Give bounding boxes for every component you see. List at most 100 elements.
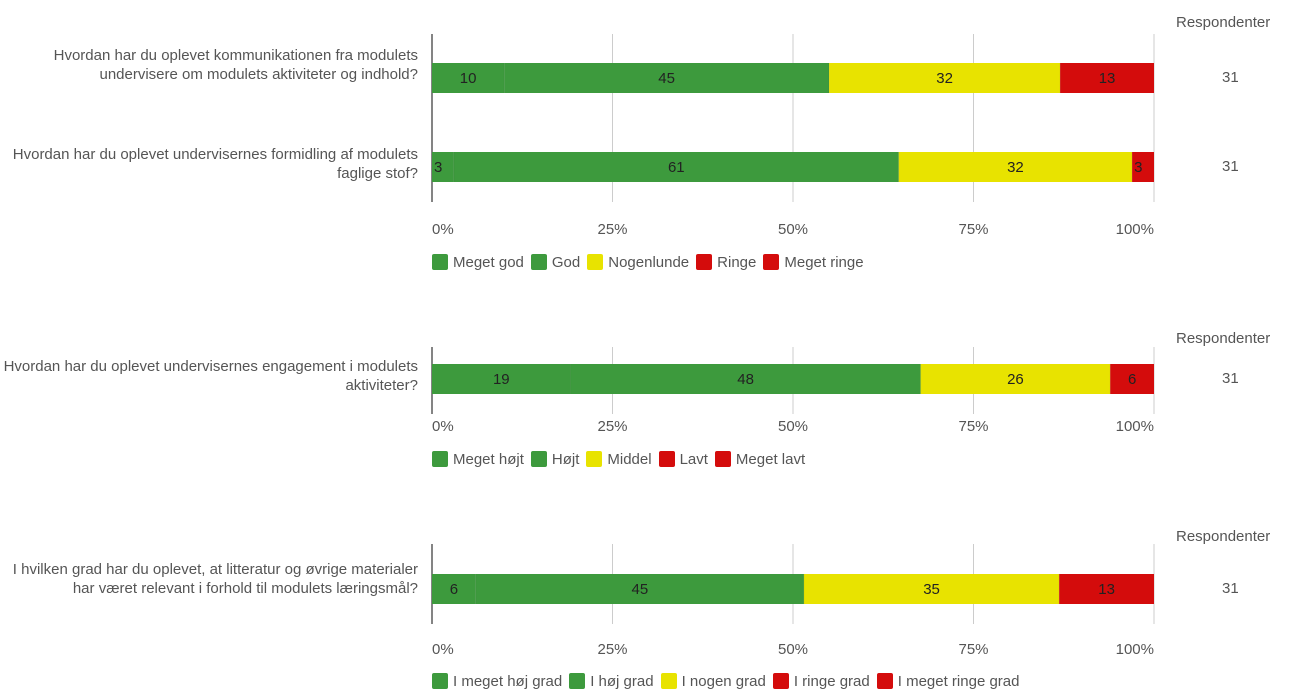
legend-label: I meget høj grad: [453, 672, 563, 690]
data-label: 13: [1099, 70, 1116, 87]
legend-label: Ringe: [717, 253, 757, 271]
legend-swatch: [432, 451, 448, 467]
legend-item[interactable]: Ringe: [696, 254, 756, 271]
legend-item[interactable]: Meget lavt: [714, 450, 806, 468]
respondent-count: 31: [1222, 158, 1239, 175]
respondents-header: Respondenter: [1176, 14, 1271, 31]
legend-item[interactable]: I ringe grad: [772, 672, 870, 690]
legend-item[interactable]: Meget ringe: [763, 253, 864, 271]
legend-swatch: [658, 451, 675, 467]
legend-label: I høj grad: [590, 672, 654, 690]
x-tick-label: 50%: [778, 418, 808, 435]
legend-label: God: [551, 253, 581, 271]
x-tick-label: 0%: [432, 221, 454, 238]
legend-item[interactable]: I nogen grad: [660, 672, 766, 690]
bar-segment: [1059, 574, 1154, 604]
data-label: 26: [1007, 371, 1024, 388]
legend-item[interactable]: Lavt: [658, 450, 708, 468]
x-tick-label: 75%: [958, 418, 988, 435]
bar-segment: [432, 574, 476, 604]
data-label: 19: [493, 371, 510, 388]
legend: Meget højt Højt Middel Lavt Meget lavt: [432, 449, 812, 469]
legend-swatch: [586, 451, 603, 467]
legend: Meget god God Nogenlunde Ringe Meget ringe: [432, 252, 871, 272]
legend-item[interactable]: Middel: [586, 450, 652, 468]
data-label: 3: [1134, 159, 1142, 176]
bar-segment: [432, 63, 505, 93]
legend-swatch: [432, 254, 448, 270]
legend-label: Lavt: [679, 450, 708, 468]
legend-item[interactable]: I høj grad: [569, 672, 654, 690]
legend-label: I nogen grad: [681, 672, 766, 690]
respondent-count: 31: [1222, 370, 1239, 387]
data-label: 45: [658, 70, 675, 87]
data-label: 32: [1007, 159, 1024, 176]
legend-swatch: [763, 254, 780, 270]
bar-segment: [898, 152, 1133, 182]
legend-label: Middel: [607, 450, 652, 468]
legend-label: I ringe grad: [793, 672, 870, 690]
legend-item[interactable]: Nogenlunde: [587, 254, 689, 271]
legend-label: I meget ringe grad: [897, 672, 1020, 690]
question-label: Hvordan har du oplevet kommunikationen f…: [53, 47, 418, 83]
bar-segment: [1132, 152, 1154, 182]
legend-swatch: [876, 673, 893, 689]
x-tick-label: 25%: [597, 418, 627, 435]
bar-segment: [453, 152, 899, 182]
bar-segment: [1110, 364, 1154, 394]
legend-swatch: [587, 254, 604, 270]
x-tick-label: 100%: [1116, 641, 1154, 658]
respondent-count: 31: [1222, 580, 1239, 597]
legend-label: Meget højt: [453, 450, 524, 468]
legend-item[interactable]: Meget god: [432, 254, 524, 271]
question-label: I hvilken grad har du oplevet, at litter…: [12, 561, 418, 597]
bar-segment: [570, 364, 921, 394]
respondents-header: Respondenter: [1176, 528, 1271, 545]
bar-segment: [803, 574, 1060, 604]
question-label: Hvordan har du oplevet undervisernes for…: [12, 146, 418, 182]
bar-segment: [829, 63, 1061, 93]
legend-swatch: [696, 254, 713, 270]
data-label: 35: [923, 581, 940, 598]
x-tick-label: 50%: [778, 641, 808, 658]
legend-item[interactable]: God: [530, 253, 581, 271]
legend-label: Meget lavt: [735, 450, 806, 468]
x-tick-label: 100%: [1116, 418, 1154, 435]
data-label: 6: [450, 581, 458, 598]
legend-label: Højt: [551, 450, 580, 468]
legend-label: Meget ringe: [784, 253, 864, 271]
bar-segment: [432, 364, 571, 394]
x-tick-label: 25%: [597, 641, 627, 658]
data-label: 3: [434, 159, 442, 176]
legend-swatch: [432, 673, 448, 689]
question-label: Hvordan har du oplevet undervisernes eng…: [3, 358, 418, 394]
legend-item[interactable]: I meget høj grad: [432, 673, 562, 690]
legend-label: Meget god: [453, 253, 524, 271]
legend-swatch: [530, 451, 547, 467]
x-tick-label: 75%: [958, 641, 988, 658]
respondents-header: Respondenter: [1176, 330, 1271, 347]
x-tick-label: 0%: [432, 418, 454, 435]
legend-item[interactable]: Meget højt: [432, 451, 524, 468]
data-label: 48: [737, 371, 754, 388]
legend-item[interactable]: I meget ringe grad: [876, 672, 1020, 690]
x-tick-label: 75%: [958, 221, 988, 238]
bar-segment: [1060, 63, 1154, 93]
bar-segment: [920, 364, 1111, 394]
legend-swatch: [530, 254, 547, 270]
x-tick-label: 50%: [778, 221, 808, 238]
legend: I meget høj grad I høj grad I nogen grad I …: [432, 671, 1026, 691]
data-label: 13: [1098, 581, 1115, 598]
x-tick-label: 25%: [597, 221, 627, 238]
legend-label: Nogenlunde: [608, 253, 690, 271]
bar-segment: [475, 574, 804, 604]
legend-swatch: [714, 451, 731, 467]
legend-swatch: [569, 673, 586, 689]
data-label: 61: [668, 159, 685, 176]
data-label: 45: [632, 581, 649, 598]
legend-swatch: [772, 673, 789, 689]
legend-item[interactable]: Højt: [530, 450, 580, 468]
data-label: 10: [460, 70, 477, 87]
